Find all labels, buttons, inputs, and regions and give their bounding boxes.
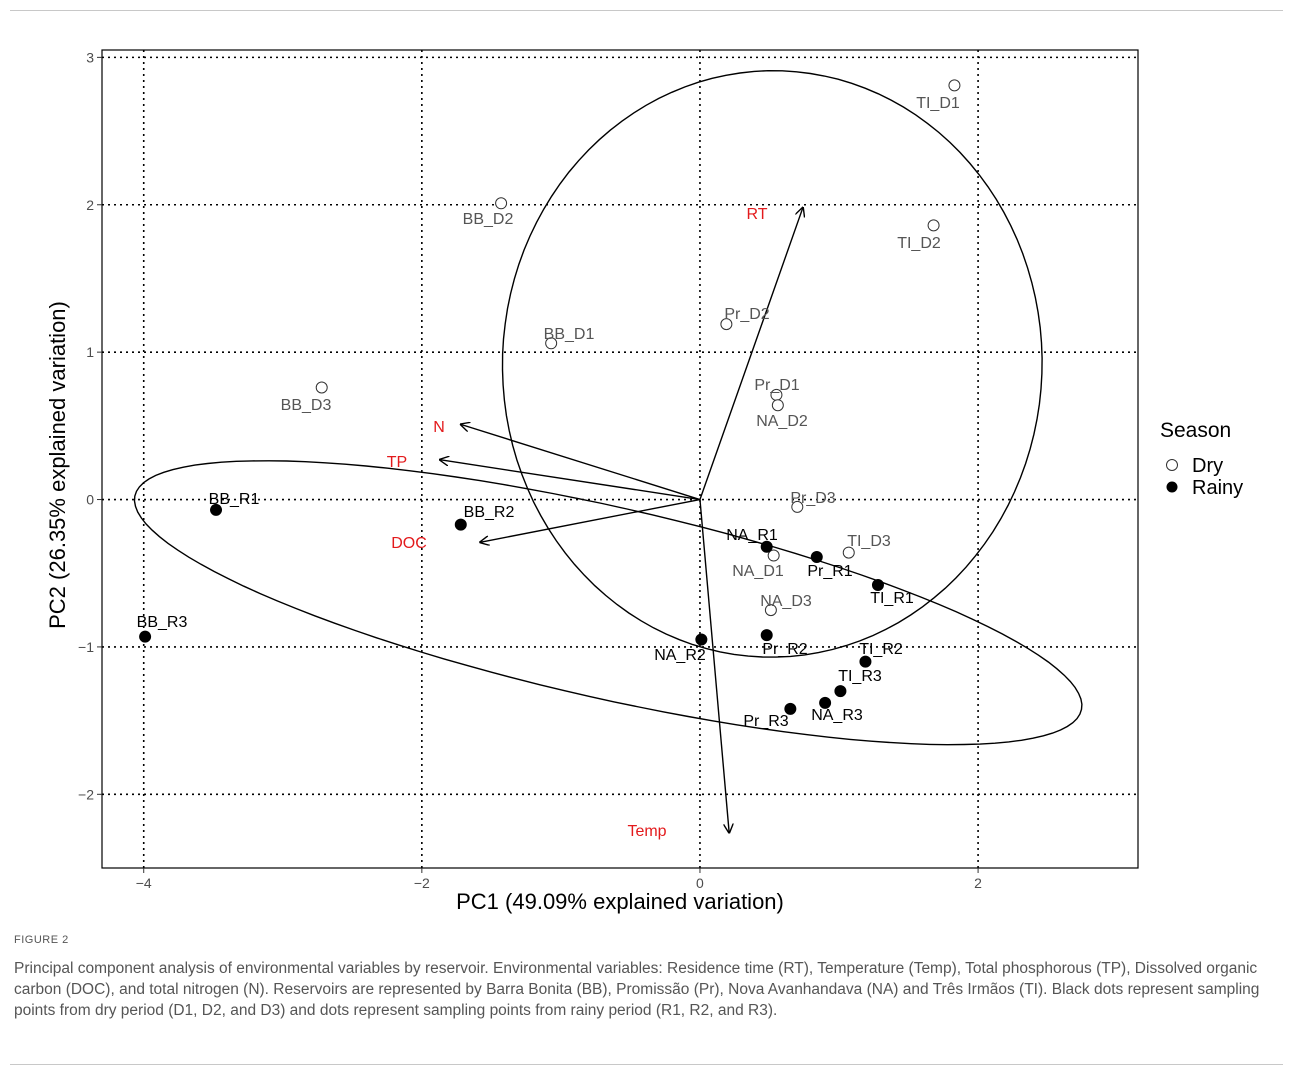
point-label-pr-r1: Pr_R1	[807, 563, 852, 580]
point-label-ti-r2: TI_R2	[859, 641, 903, 658]
point-ti-r1	[871, 579, 884, 592]
point-ti-d3	[842, 546, 855, 559]
point-pr-r3	[784, 702, 797, 715]
legend: Season Dry Rainy	[1160, 419, 1243, 499]
figure-caption: Principal component analysis of environm…	[14, 960, 1260, 1019]
legend-title: Season	[1160, 419, 1231, 442]
point-ti-r2	[859, 655, 872, 668]
point-label-na-d3: NA_D3	[760, 593, 812, 610]
point-label-na-d1: NA_D1	[732, 563, 784, 580]
y-tick-label: 1	[86, 344, 94, 360]
loading-arrow-tp	[440, 460, 701, 501]
x-tick-label: 2	[974, 875, 982, 891]
point-label-ti-d1: TI_D1	[916, 95, 960, 112]
grid-lines	[102, 50, 1138, 868]
point-label-ti-d3: TI_D3	[847, 533, 891, 550]
point-bb-r1	[210, 503, 223, 516]
ellipse-rainy	[133, 460, 1083, 746]
x-tick-label: 0	[696, 875, 704, 891]
loading-label-n: N	[433, 419, 445, 436]
legend-rainy-marker	[1166, 481, 1178, 493]
point-label-ti-d2: TI_D2	[897, 235, 941, 252]
point-label-ti-r3: TI_R3	[838, 668, 882, 685]
point-label-bb-d1: BB_D1	[544, 326, 595, 343]
point-na-r1	[760, 540, 773, 553]
point-ti-r3	[834, 685, 847, 698]
bottom-rule	[10, 1064, 1283, 1065]
figure-label: FIGURE 2	[14, 934, 69, 946]
loading-label-doc: DOC	[391, 535, 427, 552]
point-bb-d3	[315, 381, 328, 394]
legend-dry-marker	[1166, 459, 1178, 471]
confidence-ellipses	[133, 69, 1083, 746]
point-label-ti-r1: TI_R1	[870, 590, 914, 607]
x-tick-label: −4	[136, 875, 152, 891]
point-label-na-r3: NA_R3	[811, 707, 863, 724]
point-label-bb-d2: BB_D2	[463, 211, 514, 228]
top-rule	[10, 10, 1283, 11]
y-tick-label: −1	[78, 639, 94, 655]
point-label-na-d2: NA_D2	[756, 413, 808, 430]
point-na-r3	[819, 696, 832, 709]
loading-arrow-rt	[699, 208, 803, 500]
point-bb-d1	[545, 337, 558, 350]
y-tick-label: 0	[86, 492, 94, 508]
legend-dry-label: Dry	[1192, 455, 1223, 477]
y-tick-label: 2	[86, 197, 94, 213]
loading-label-tp: TP	[387, 454, 407, 471]
legend-rainy-label: Rainy	[1192, 477, 1243, 499]
plot-border	[101, 49, 1139, 869]
point-pr-d3	[791, 500, 804, 513]
point-label-bb-d3: BB_D3	[281, 397, 332, 414]
loading-arrow-temp	[699, 499, 729, 833]
y-axis-title: PC2 (26.35% explained variation)	[45, 301, 70, 629]
point-ti-d2	[927, 219, 940, 232]
point-label-na-r1: NA_R1	[726, 527, 778, 544]
x-tick-label: −2	[414, 875, 430, 891]
point-label-bb-r2: BB_R2	[464, 504, 515, 521]
point-na-d2	[771, 399, 784, 412]
x-axis-title: PC1 (49.09% explained variation)	[456, 889, 784, 914]
loading-label-rt: RT	[746, 206, 767, 223]
point-label-pr-d3: Pr_D3	[790, 490, 835, 507]
pca-biplot: RT N TP DOC Temp TI_D1 BB_D2 TI_D2 Pr_D2 BB_D1 BB…	[45, 49, 1243, 914]
point-label-bb-r3: BB_R3	[137, 614, 188, 631]
point-ti-d1	[948, 79, 961, 92]
sample-points	[139, 79, 961, 715]
point-label-bb-r1: BB_R1	[209, 491, 260, 508]
point-pr-d2	[720, 318, 733, 331]
point-label-pr-r2: Pr_R2	[762, 641, 807, 658]
loading-arrow-doc	[480, 498, 701, 543]
point-bb-d2	[495, 197, 508, 210]
point-label-pr-r3: Pr_R3	[743, 713, 788, 730]
y-tick-label: −2	[78, 786, 94, 802]
loading-label-temp: Temp	[627, 823, 666, 840]
loading-arrow-n	[461, 424, 701, 501]
point-bb-r2	[454, 518, 467, 531]
point-label-pr-d2: Pr_D2	[724, 306, 769, 323]
point-label-pr-d1: Pr_D1	[754, 377, 799, 394]
point-label-na-r2: NA_R2	[654, 647, 706, 664]
point-na-d3	[764, 604, 777, 617]
sample-labels: TI_D1 BB_D2 TI_D2 Pr_D2 BB_D1 BB_D3 Pr_D1 NA_D2…	[137, 95, 960, 730]
point-bb-r3	[139, 630, 152, 643]
axes: −4 −2 0 2 −2 −1 0 1 2 3	[78, 49, 1139, 891]
point-na-r2	[695, 633, 708, 646]
point-pr-r2	[760, 629, 773, 642]
loading-vectors: RT N TP DOC Temp	[387, 206, 803, 840]
point-na-d1	[767, 549, 780, 562]
y-tick-label: 3	[86, 49, 94, 65]
point-pr-r1	[810, 551, 823, 564]
